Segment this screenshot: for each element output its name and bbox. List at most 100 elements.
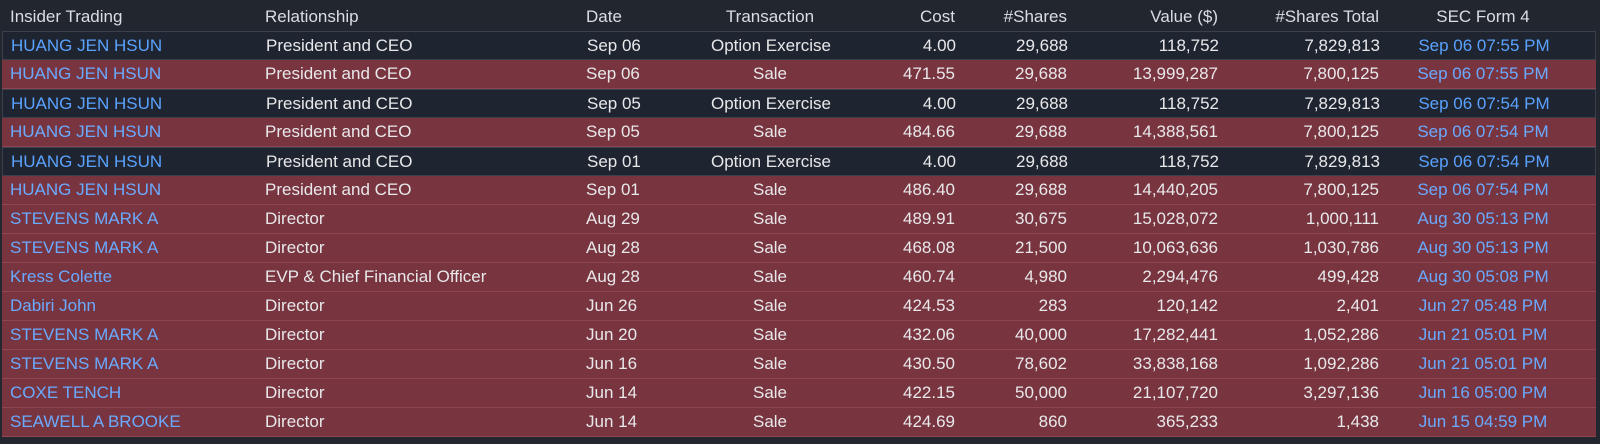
table-row[interactable]: HUANG JEN HSUN President and CEO Sep 01 Sal… [2,176,1596,205]
insider-name-link[interactable]: STEVENS MARK A [10,354,159,373]
header-value[interactable]: Value ($) [1150,7,1218,26]
shares-total-cell: 7,800,125 [1303,122,1379,141]
transaction-cell: Sale [752,180,788,199]
value-cell: 15,028,072 [1132,209,1218,228]
table-row[interactable]: HUANG JEN HSUN President and CEO Sep 05 Opt… [2,89,1596,118]
insider-name-link[interactable]: SEAWELL A BROOKE [10,412,181,431]
sec-form-4-link[interactable]: Aug 30 05:13 PM [1417,238,1549,257]
sec-form-4-link[interactable]: Jun 21 05:01 PM [1418,354,1548,373]
shares-total-cell: 3,297,136 [1303,383,1379,402]
cost-cell: 4.00 [922,36,956,55]
value-cell: 17,282,441 [1132,325,1218,344]
insider-name-link[interactable]: Kress Colette [10,267,113,286]
header-shares[interactable]: #Shares [1003,7,1067,26]
insider-name-link[interactable]: STEVENS MARK A [10,325,159,344]
sec-form-4-link[interactable]: Sep 06 07:54 PM [1417,122,1549,141]
header-relationship[interactable]: Relationship [265,7,359,26]
value-cell: 118,752 [1158,152,1219,171]
date-cell: Sep 06 [587,36,641,55]
date-cell: Jun 20 [586,325,638,344]
insider-name-link[interactable]: HUANG JEN HSUN [10,180,162,199]
insider-name-link[interactable]: COXE TENCH [10,383,122,402]
sec-form-4-link[interactable]: Sep 06 07:55 PM [1417,64,1549,83]
sec-form-4-link[interactable]: Sep 06 07:54 PM [1418,94,1550,113]
table-row[interactable]: HUANG JEN HSUN President and CEO Sep 06 Sal… [2,60,1596,89]
table-row[interactable]: STEVENS MARK A Director Jun 20 Sale 432.06 40… [2,321,1596,350]
header-insider-trading[interactable]: Insider Trading [10,7,123,26]
transaction-cell: Sale [752,296,788,315]
table-row[interactable]: COXE TENCH Director Jun 14 Sale 422.15 50,000… [2,379,1596,408]
table-row[interactable]: SEAWELL A BROOKE Director Jun 14 Sale 424.69… [2,408,1596,437]
transaction-cell: Sale [752,325,788,344]
shares-total-cell: 1,438 [1336,412,1379,431]
cost-cell: 432.06 [903,325,955,344]
shares-cell: 40,000 [1015,325,1067,344]
sec-form-4-link[interactable]: Aug 30 05:13 PM [1417,209,1549,228]
relationship-cell: President and CEO [266,94,413,113]
relationship-cell: Director [265,383,325,402]
sec-form-4-link[interactable]: Sep 06 07:54 PM [1418,152,1550,171]
table-row[interactable]: STEVENS MARK A Director Aug 29 Sale 489.91 30… [2,205,1596,234]
value-cell: 120,142 [1156,296,1218,315]
shares-total-cell: 7,829,813 [1304,152,1380,171]
transaction-cell: Option Exercise [711,36,831,55]
shares-cell: 21,500 [1015,238,1067,257]
insider-name-link[interactable]: Dabiri John [10,296,96,315]
insider-name-link[interactable]: STEVENS MARK A [10,209,159,228]
table-row[interactable]: STEVENS MARK A Director Jun 16 Sale 430.50 78… [2,350,1596,379]
shares-total-cell: 1,092,286 [1303,354,1379,373]
header-transaction[interactable]: Transaction [725,7,815,26]
table-row[interactable]: HUANG JEN HSUN President and CEO Sep 05 Sal… [2,118,1596,147]
cost-cell: 468.08 [903,238,955,257]
sec-form-4-link[interactable]: Jun 16 05:00 PM [1418,383,1548,402]
header-cost[interactable]: Cost [920,7,955,26]
insider-name-link[interactable]: HUANG JEN HSUN [11,94,163,113]
cost-cell: 4.00 [922,94,956,113]
shares-cell: 78,602 [1015,354,1067,373]
insider-name-link[interactable]: HUANG JEN HSUN [11,36,163,55]
header-sec-form-4[interactable]: SEC Form 4 [1436,7,1530,26]
transaction-cell: Sale [752,238,788,257]
insider-name-link[interactable]: HUANG JEN HSUN [11,152,163,171]
table-row[interactable]: STEVENS MARK A Director Aug 28 Sale 468.08 21… [2,234,1596,263]
insider-name-link[interactable]: HUANG JEN HSUN [10,122,162,141]
transaction-cell: Sale [752,267,788,286]
insider-name-link[interactable]: STEVENS MARK A [10,238,159,257]
sec-form-4-link[interactable]: Sep 06 07:55 PM [1418,36,1550,55]
header-date[interactable]: Date [586,7,622,26]
date-cell: Aug 28 [586,267,640,286]
value-cell: 14,440,205 [1132,180,1218,199]
cost-cell: 4.00 [922,152,956,171]
value-cell: 14,388,561 [1132,122,1218,141]
sec-form-4-link[interactable]: Sep 06 07:54 PM [1417,180,1549,199]
sec-form-4-link[interactable]: Jun 27 05:48 PM [1418,296,1548,315]
sec-form-4-link[interactable]: Aug 30 05:08 PM [1417,267,1549,286]
relationship-cell: EVP & Chief Financial Officer [265,267,487,286]
value-cell: 13,999,287 [1132,64,1218,83]
sec-form-4-link[interactable]: Jun 21 05:01 PM [1418,325,1548,344]
table-row[interactable]: HUANG JEN HSUN President and CEO Sep 01 Opt… [2,147,1596,176]
relationship-cell: Director [265,325,325,344]
shares-total-cell: 7,829,813 [1304,36,1380,55]
shares-total-cell: 7,800,125 [1303,64,1379,83]
cost-cell: 489.91 [903,209,955,228]
date-cell: Jun 16 [586,354,638,373]
shares-cell: 29,688 [1015,180,1067,199]
sec-form-4-link[interactable]: Jun 15 04:59 PM [1418,412,1548,431]
date-cell: Sep 05 [587,94,641,113]
relationship-cell: Director [265,209,325,228]
shares-cell: 29,688 [1016,36,1068,55]
shares-total-cell: 1,030,786 [1303,238,1379,257]
date-cell: Sep 01 [587,152,641,171]
shares-cell: 860 [1038,412,1067,431]
insider-name-link[interactable]: HUANG JEN HSUN [10,64,162,83]
table-row[interactable]: HUANG JEN HSUN President and CEO Sep 06 Opt… [2,31,1596,60]
table-row[interactable]: Kress Colette EVP & Chief Financial Offic… [2,263,1596,292]
date-cell: Sep 05 [586,122,640,141]
transaction-cell: Option Exercise [711,94,831,113]
shares-cell: 4,980 [1024,267,1067,286]
value-cell: 118,752 [1158,36,1219,55]
table-row[interactable]: Dabiri John Director Jun 26 Sale 424.53 283 12… [2,292,1596,321]
header-shares-total[interactable]: #Shares Total [1275,7,1379,26]
transaction-cell: Option Exercise [711,152,831,171]
